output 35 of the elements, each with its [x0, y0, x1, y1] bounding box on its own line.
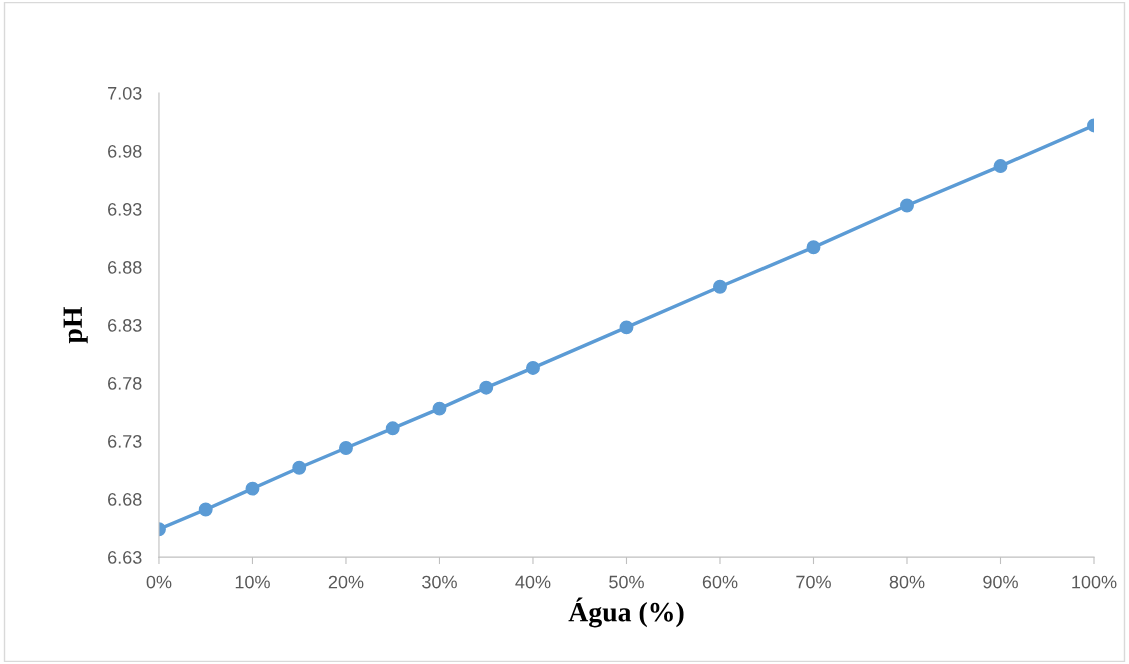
y-axis-title: pH [63, 306, 88, 344]
x-tick-label: 30% [422, 575, 457, 589]
x-tick-label: 50% [609, 575, 644, 589]
point [385, 421, 400, 436]
y-tick-label: 6.68 [108, 493, 142, 506]
x-tick-label: 60% [702, 575, 738, 589]
point [198, 502, 213, 517]
y-tick-label: 6.83 [108, 318, 142, 332]
x-tick-label: 10% [235, 575, 270, 589]
point [245, 481, 260, 496]
y-tick-label: 6.73 [108, 435, 142, 448]
x-tick-label: 100% [1072, 575, 1117, 589]
point [619, 320, 634, 335]
point [292, 460, 307, 475]
y-tick-label: 6.98 [108, 144, 142, 158]
y-tick-label: 6.63 [108, 551, 142, 564]
point [526, 361, 540, 375]
x-tick-label: 20% [328, 575, 364, 589]
x-tick-label: 70% [796, 575, 831, 589]
y-tick-label: 7.03 [108, 86, 142, 100]
y-tick-label: 6.78 [108, 376, 142, 390]
point [339, 441, 353, 455]
x-tick-label: 90% [983, 575, 1018, 589]
point [993, 159, 1008, 174]
point [713, 279, 727, 294]
point [432, 401, 447, 416]
x-tick-label: 80% [889, 575, 925, 589]
y-tick-label: 6.88 [108, 260, 142, 274]
x-tick-label: 40% [515, 575, 551, 589]
x-tick-label: 0% [146, 575, 172, 589]
point [806, 240, 821, 255]
point [900, 198, 914, 213]
point [479, 380, 494, 395]
x-axis-title: Água (%) [568, 597, 684, 628]
y-tick-label: 6.93 [108, 202, 142, 216]
